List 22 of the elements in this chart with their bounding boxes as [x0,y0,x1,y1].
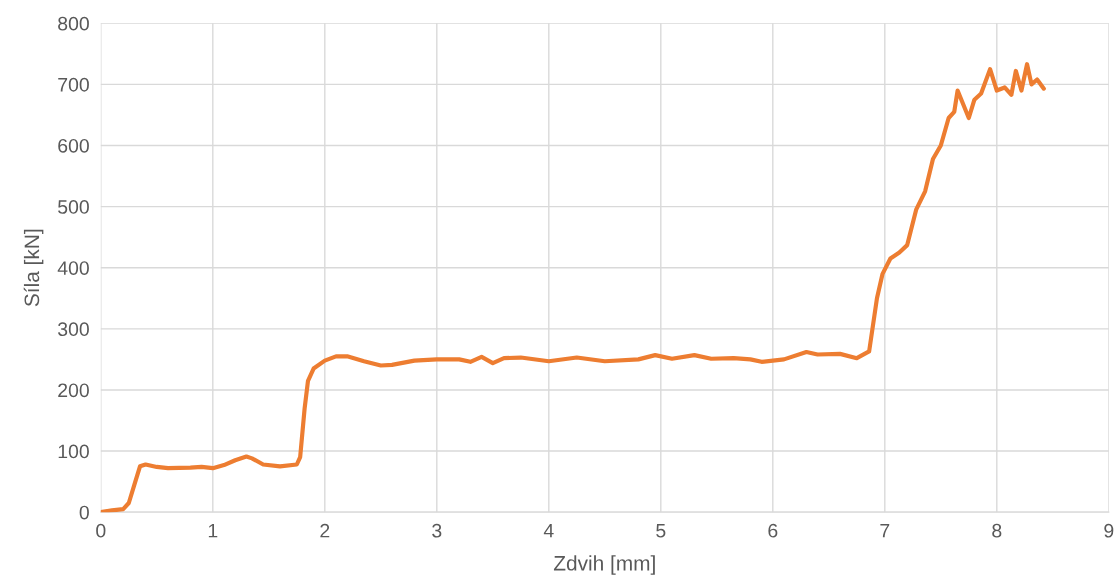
x-tick-label: 5 [656,523,666,538]
x-axis-title: Zdvih [mm] [553,555,655,575]
y-tick-label: 800 [58,16,89,31]
x-tick-label: 3 [432,523,442,538]
y-tick-label: 600 [58,138,89,153]
y-tick-label: 700 [58,77,89,92]
x-tick-label: 2 [320,523,330,538]
x-tick-label: 7 [880,523,890,538]
y-tick-label: 100 [58,444,89,459]
x-tick-label: 0 [96,523,106,538]
x-tick-label: 9 [1104,523,1114,538]
y-tick-label: 400 [57,261,89,275]
y-tick-label: 300 [57,322,89,337]
y-tick-label: 200 [58,383,89,398]
x-tick-label: 6 [768,523,778,538]
line-series [100,62,1046,513]
y-tick-label: 0 [79,505,89,520]
y-tick-label: 500 [58,200,89,214]
x-tick-label: 8 [992,523,1002,538]
x-tick-label: 1 [208,523,218,538]
y-axis-title: Síla [kN] [23,229,44,307]
x-tick-label: 4 [543,523,554,538]
